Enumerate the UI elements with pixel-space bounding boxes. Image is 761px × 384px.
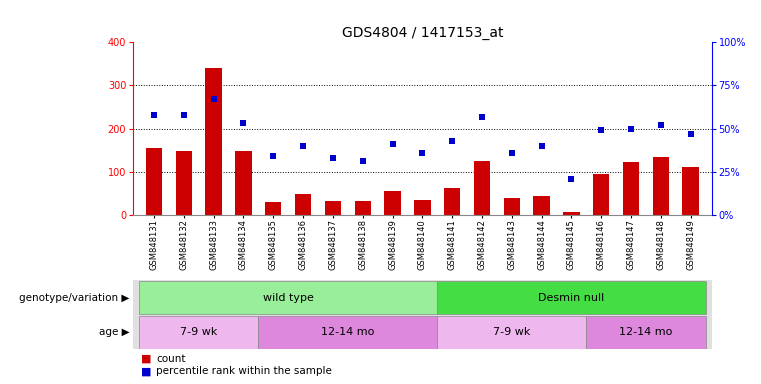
Bar	[586, 316, 705, 349]
Point	[506, 150, 518, 156]
Bar	[414, 200, 431, 215]
Bar	[563, 212, 580, 215]
Bar	[653, 157, 669, 215]
Bar	[139, 316, 259, 349]
Bar	[384, 191, 401, 215]
Bar	[355, 201, 371, 215]
Bar	[444, 188, 460, 215]
Point	[416, 150, 428, 156]
Bar	[295, 194, 311, 215]
Title: GDS4804 / 1417153_at: GDS4804 / 1417153_at	[342, 26, 503, 40]
Point	[654, 122, 667, 128]
Bar	[683, 167, 699, 215]
Bar	[438, 281, 705, 314]
Point	[326, 155, 339, 161]
Text: 12-14 mo: 12-14 mo	[619, 327, 673, 337]
Bar	[438, 316, 586, 349]
Point	[446, 138, 458, 144]
Bar	[205, 68, 222, 215]
Text: ■: ■	[141, 366, 151, 376]
Point	[595, 127, 607, 134]
Text: ■: ■	[141, 354, 151, 364]
Text: 12-14 mo: 12-14 mo	[321, 327, 374, 337]
Point	[536, 143, 548, 149]
Point	[178, 112, 190, 118]
Bar	[474, 161, 490, 215]
Text: 7-9 wk: 7-9 wk	[180, 327, 218, 337]
Point	[565, 176, 578, 182]
Bar	[325, 201, 341, 215]
Point	[148, 112, 160, 118]
Point	[625, 126, 637, 132]
Bar	[146, 148, 162, 215]
Bar	[176, 151, 192, 215]
Bar	[593, 174, 610, 215]
Point	[685, 131, 697, 137]
Bar	[265, 202, 282, 215]
Bar	[504, 198, 520, 215]
Point	[208, 96, 220, 103]
Point	[387, 141, 399, 147]
Bar	[235, 151, 252, 215]
Point	[476, 114, 488, 120]
Text: wild type: wild type	[263, 293, 314, 303]
Text: age ▶: age ▶	[99, 327, 129, 337]
Point	[237, 121, 250, 127]
Bar	[139, 281, 438, 314]
Bar	[533, 197, 549, 215]
Point	[267, 153, 279, 159]
Text: Desmin null: Desmin null	[538, 293, 604, 303]
Text: percentile rank within the sample: percentile rank within the sample	[156, 366, 332, 376]
Bar	[622, 162, 639, 215]
Text: count: count	[156, 354, 186, 364]
Text: 7-9 wk: 7-9 wk	[493, 327, 530, 337]
Text: genotype/variation ▶: genotype/variation ▶	[19, 293, 129, 303]
Bar	[259, 316, 438, 349]
Point	[357, 158, 369, 164]
Point	[297, 143, 309, 149]
